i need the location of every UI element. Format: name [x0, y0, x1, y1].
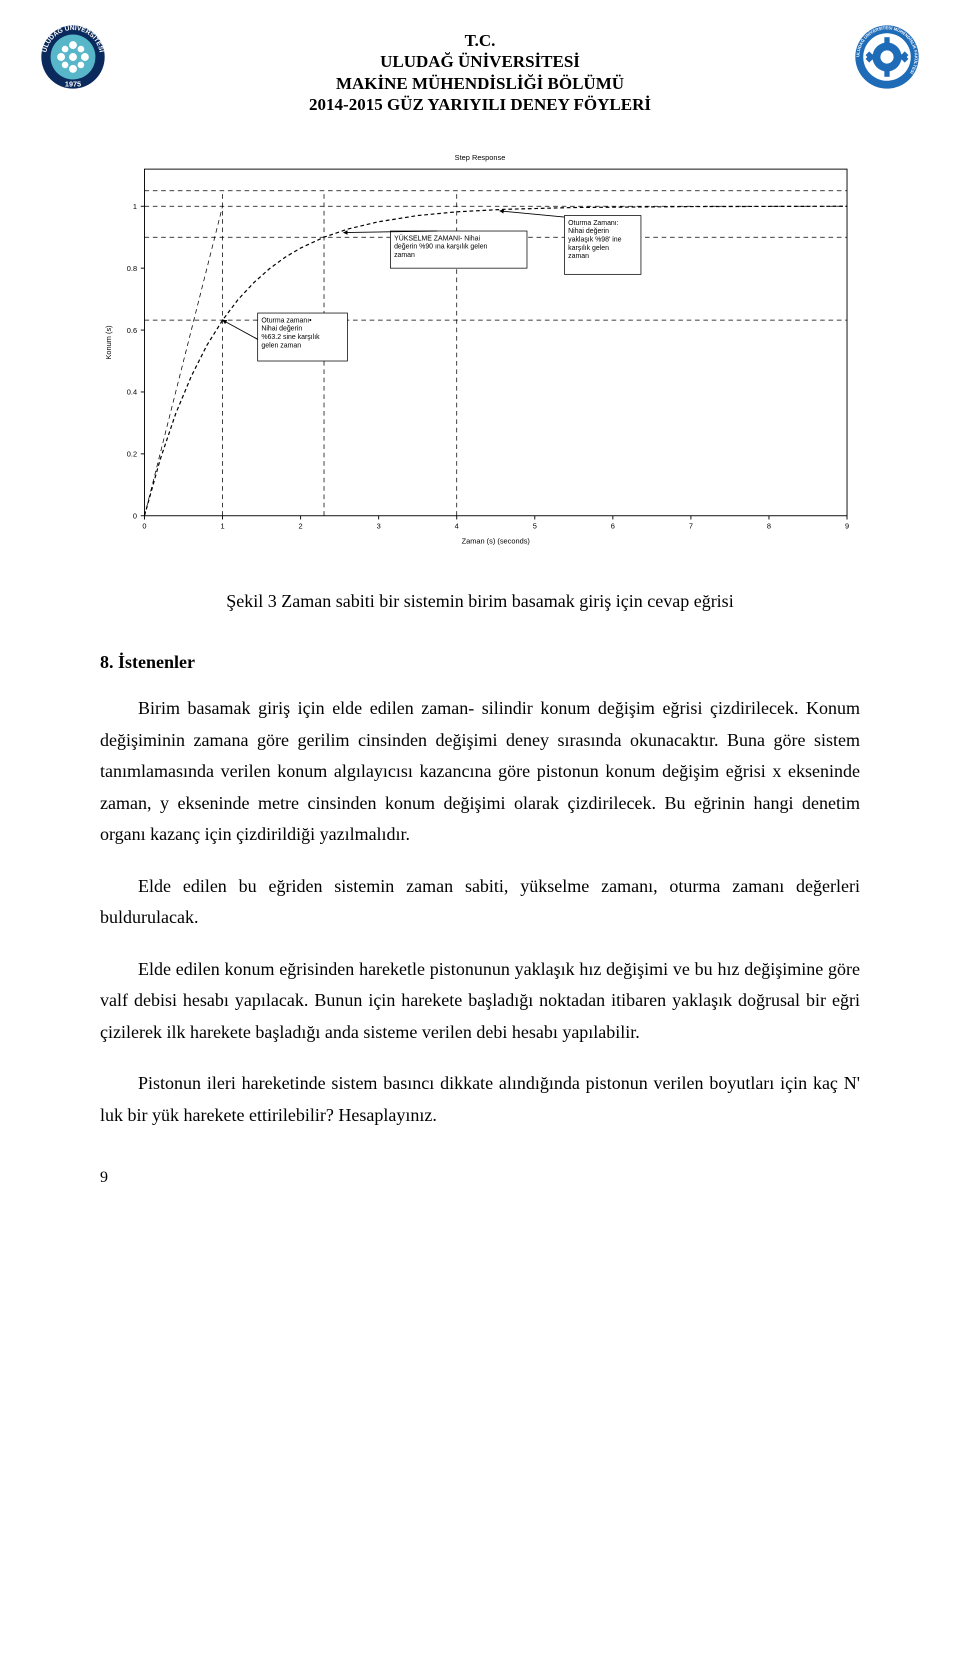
svg-text:Konum (s): Konum (s) — [104, 325, 113, 359]
svg-text:3: 3 — [377, 522, 381, 531]
svg-text:0.2: 0.2 — [127, 450, 137, 459]
svg-text:0.6: 0.6 — [127, 326, 137, 335]
svg-text:yaklaşık %98' ine: yaklaşık %98' ine — [568, 236, 622, 243]
svg-text:7: 7 — [689, 522, 693, 531]
svg-text:Zaman (s) (seconds): Zaman (s) (seconds) — [462, 537, 530, 546]
svg-text:gelen zaman: gelen zaman — [261, 342, 301, 349]
header-line-4: 2014-2015 GÜZ YARIYILI DENEY FÖYLERİ — [100, 94, 860, 115]
paragraph-3: Elde edilen konum eğrisinden hareketle p… — [100, 954, 860, 1049]
svg-text:0.8: 0.8 — [127, 264, 137, 273]
paragraph-1: Birim basamak giriş için elde edilen zam… — [100, 693, 860, 851]
section-title: İstenenler — [118, 652, 195, 672]
header-line-2: ULUDAĞ ÜNİVERSİTESİ — [100, 51, 860, 72]
svg-text:0: 0 — [142, 522, 146, 531]
left-logo-year: 1975 — [65, 80, 81, 89]
header-line-1: T.C. — [100, 30, 860, 51]
svg-text:zaman: zaman — [568, 253, 589, 260]
svg-text:0.4: 0.4 — [127, 388, 137, 397]
svg-text:0: 0 — [133, 512, 137, 521]
svg-text:4: 4 — [455, 522, 459, 531]
svg-text:8: 8 — [767, 522, 771, 531]
svg-text:Nihai değerin: Nihai değerin — [261, 326, 302, 333]
page-number: 9 — [100, 1169, 108, 1187]
paragraph-2: Elde edilen bu eğriden sistemin zaman sa… — [100, 871, 860, 934]
section-number: 8. — [100, 652, 114, 672]
university-logo-left: ULUDAĞ ÜNİVERSİTESİ 1975 — [40, 24, 106, 90]
svg-text:%63.2 sine karşılık: %63.2 sine karşılık — [261, 334, 320, 341]
svg-text:karşılık gelen: karşılık gelen — [568, 245, 609, 252]
svg-text:Oturma Zamanı:: Oturma Zamanı: — [568, 220, 619, 227]
header-line-3: MAKİNE MÜHENDİSLİĞİ BÖLÜMÜ — [100, 73, 860, 94]
svg-text:zaman: zaman — [394, 252, 415, 259]
svg-text:9: 9 — [845, 522, 849, 531]
step-response-chart: Step Response 0 1 2 3 4 5 6 7 8 9 0 0.2 0.4 0.6 0.8 1 Zam… — [100, 133, 860, 563]
svg-text:5: 5 — [533, 522, 537, 531]
svg-text:YÜKSELME ZAMANI- Nihai: YÜKSELME ZAMANI- Nihai — [394, 234, 480, 242]
svg-text:değerin %90 ına karşılık gelen: değerin %90 ına karşılık gelen — [394, 244, 487, 251]
section-heading: 8. İstenenler — [100, 652, 860, 673]
faculty-logo-right: ULUDAĞ ÜNİVERSİTESİ MÜHENDİSLİK FAKÜLTES… — [854, 24, 920, 90]
svg-text:Step Response: Step Response — [455, 153, 506, 162]
svg-text:Nihai değerin: Nihai değerin — [568, 228, 609, 235]
svg-text:1: 1 — [220, 522, 224, 531]
figure-caption: Şekil 3 Zaman sabiti bir sistemin birim … — [100, 591, 860, 612]
svg-text:2: 2 — [299, 522, 303, 531]
paragraph-4: Pistonun ileri hareketinde sistem basınc… — [100, 1068, 860, 1131]
svg-text:Oturma zamanı•: Oturma zamanı• — [261, 317, 312, 324]
svg-text:6: 6 — [611, 522, 615, 531]
svg-text:1: 1 — [133, 202, 137, 211]
